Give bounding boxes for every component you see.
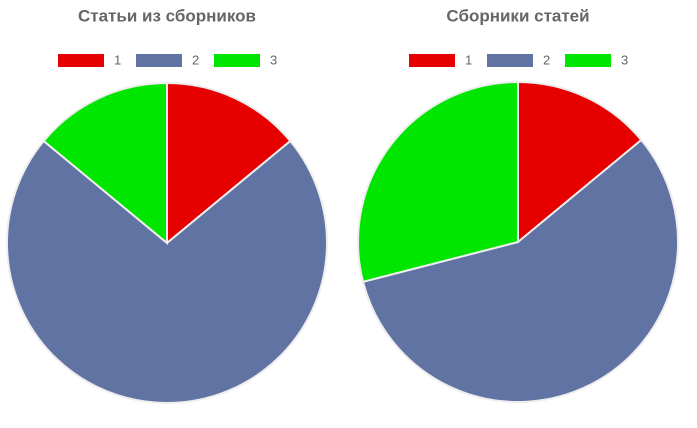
pie-slice bbox=[361, 138, 679, 403]
legend-label: 3 bbox=[270, 52, 277, 67]
legend-label: 2 bbox=[192, 52, 199, 67]
pie-slice bbox=[517, 80, 643, 245]
pie-slice bbox=[6, 139, 328, 404]
legend-label: 3 bbox=[621, 52, 628, 67]
legend-swatch bbox=[58, 54, 104, 67]
chart-title: Статьи из сборников bbox=[78, 6, 256, 25]
pie-slice bbox=[166, 81, 292, 246]
legend-swatch bbox=[214, 54, 260, 67]
pie-slice bbox=[357, 80, 519, 284]
legend-swatch bbox=[409, 54, 455, 67]
legend-swatch bbox=[565, 54, 611, 67]
legend-label: 1 bbox=[465, 52, 472, 67]
chart-title: Сборники статей bbox=[446, 6, 589, 25]
legend-label: 1 bbox=[114, 52, 121, 67]
legend-swatch bbox=[136, 54, 182, 67]
legend-swatch bbox=[487, 54, 533, 67]
pie-slice bbox=[42, 81, 168, 246]
legend-label: 2 bbox=[543, 52, 550, 67]
